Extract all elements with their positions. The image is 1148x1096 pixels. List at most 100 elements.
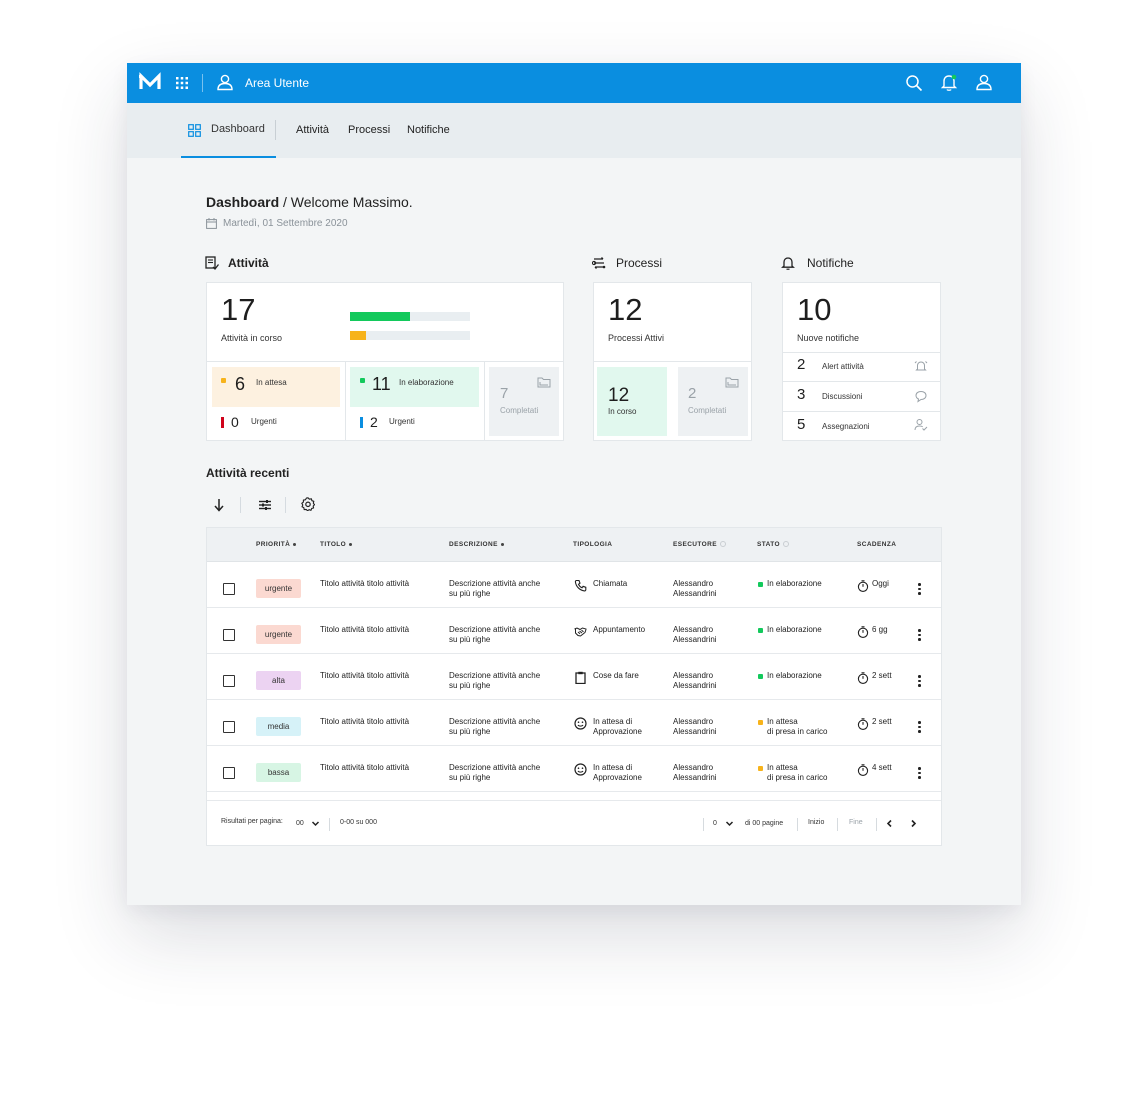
col-priorita[interactable]: PRIORITÀ xyxy=(256,541,297,548)
progress-bar-waiting xyxy=(350,331,470,340)
col-tipologia[interactable]: TIPOLOGIA xyxy=(573,541,613,548)
card-divider xyxy=(783,352,940,353)
notifiche-section-title: Notifiche xyxy=(807,256,854,270)
col-descrizione[interactable]: DESCRIZIONE xyxy=(449,541,504,548)
last-page-link[interactable]: Fine xyxy=(849,819,863,826)
settings-gear-icon[interactable] xyxy=(301,497,315,511)
priority-badge: alta xyxy=(256,671,301,690)
row-checkbox[interactable] xyxy=(223,675,235,687)
tab-attivita[interactable]: Attività xyxy=(296,124,330,136)
chevron-right-icon[interactable] xyxy=(909,819,918,828)
row-description: Descrizione attività anche su più righe xyxy=(449,763,541,782)
chevron-left-icon[interactable] xyxy=(885,819,894,828)
app-window: Area Utente Dashboard Attività Processi … xyxy=(127,63,1021,905)
row-description: Descrizione attività anche su più righe xyxy=(449,579,541,598)
timer-icon xyxy=(857,626,869,638)
processi-in-corso-box[interactable]: 12 In corso xyxy=(597,367,667,436)
sort-down-icon[interactable] xyxy=(212,498,226,512)
table-row[interactable]: bassa Titolo attività titolo attività Desc… xyxy=(207,746,941,792)
more-options-icon[interactable] xyxy=(918,675,921,688)
row-executor: Alessandro Alessandrini xyxy=(673,717,717,736)
row-divider xyxy=(783,381,940,382)
footer-divider xyxy=(837,818,838,831)
notifica-alert-row[interactable]: 2 Alert attività xyxy=(783,352,940,382)
status-dot xyxy=(758,582,763,587)
row-checkbox[interactable] xyxy=(223,767,235,779)
row-title[interactable]: Titolo attività titolo attività xyxy=(320,717,410,726)
attivita-section-title: Attività xyxy=(228,256,269,270)
search-icon[interactable] xyxy=(905,74,923,92)
notifiche-card: 10 Nuove notifiche 2 Alert attività 3 Di… xyxy=(782,282,941,441)
table-row[interactable]: media Titolo attività titolo attività Desc… xyxy=(207,700,941,746)
in-elaborazione-count: 11 xyxy=(372,374,391,394)
col-scadenza[interactable]: SCADENZA xyxy=(857,541,897,548)
row-checkbox[interactable] xyxy=(223,583,235,595)
priority-badge: media xyxy=(256,717,301,736)
table-row[interactable]: urgente Titolo attività titolo attività De… xyxy=(207,562,941,608)
tab-processi[interactable]: Processi xyxy=(348,124,391,136)
filter-sliders-icon[interactable] xyxy=(258,498,272,512)
per-page-label: Risultati per pagina: xyxy=(221,818,283,825)
toolbar-divider xyxy=(285,497,286,513)
row-executor: Alessandro Alessandrini xyxy=(673,763,717,782)
row-checkbox[interactable] xyxy=(223,629,235,641)
tab-notifiche[interactable]: Notifiche xyxy=(407,124,450,136)
progress-fill-orange xyxy=(350,331,366,340)
processi-completati-box[interactable]: 2 Completati xyxy=(678,367,748,436)
per-page-select[interactable]: 00 xyxy=(296,820,304,827)
notifica-assegnazioni-row[interactable]: 5 Assegnazioni xyxy=(783,412,940,440)
more-options-icon[interactable] xyxy=(918,583,921,596)
attivita-recenti-title: Attività recenti xyxy=(206,466,290,480)
first-page-link[interactable]: Inizio xyxy=(808,819,825,826)
row-checkbox[interactable] xyxy=(223,721,235,733)
more-options-icon[interactable] xyxy=(918,721,921,734)
notifications-bell-icon[interactable] xyxy=(940,73,958,92)
notifiche-total-label: Nuove notifiche xyxy=(797,333,860,343)
row-type: In attesa di Approvazione xyxy=(593,717,642,736)
status-dot xyxy=(360,378,365,383)
total-pages: di 00 pagine xyxy=(745,820,784,827)
attivita-total-label: Attività in corso xyxy=(221,333,283,343)
active-tab-indicator xyxy=(181,156,276,158)
col-esecutore[interactable]: ESECUTORE xyxy=(673,541,726,548)
brand-logo[interactable] xyxy=(139,71,161,93)
col-stato[interactable]: STATO xyxy=(757,541,789,548)
notifica-discussioni-row[interactable]: 3 Discussioni xyxy=(783,382,940,411)
attivita-completati-box[interactable]: 7 Completati xyxy=(489,367,559,436)
row-description: Descrizione attività anche su più righe xyxy=(449,625,541,644)
processi-completati-label: Completati xyxy=(688,406,727,415)
discussioni-count: 3 xyxy=(797,386,806,403)
processi-section-title: Processi xyxy=(616,256,663,270)
row-title[interactable]: Titolo attività titolo attività xyxy=(320,579,410,588)
profile-icon[interactable] xyxy=(975,73,993,91)
row-status: In elaborazione xyxy=(767,625,822,634)
alert-label: Alert attività xyxy=(822,362,864,371)
table-row[interactable]: urgente Titolo attività titolo attività De… xyxy=(207,608,941,654)
more-options-icon[interactable] xyxy=(918,629,921,642)
results-range: 0-00 su 000 xyxy=(340,819,377,826)
area-utente-link[interactable]: Area Utente xyxy=(245,76,310,90)
tab-dashboard[interactable]: Dashboard xyxy=(211,123,265,135)
row-description: Descrizione attività anche su più righe xyxy=(449,671,541,690)
folder-icon xyxy=(725,377,739,388)
in-elaborazione-box[interactable]: 11 In elaborazione xyxy=(350,367,479,407)
elaborazione-urgent-label: Urgenti xyxy=(389,417,415,426)
in-elaborazione-label: In elaborazione xyxy=(399,378,454,387)
processi-total: 12 xyxy=(608,292,643,327)
apps-grid-icon[interactable] xyxy=(175,76,189,90)
progress-bar-active xyxy=(350,312,470,321)
row-title[interactable]: Titolo attività titolo attività xyxy=(320,625,410,634)
page-select[interactable]: 0 xyxy=(713,820,717,827)
more-options-icon[interactable] xyxy=(918,767,921,780)
attivita-completati-label: Completati xyxy=(500,406,539,415)
footer-divider xyxy=(797,818,798,831)
chevron-down-icon[interactable] xyxy=(725,819,734,828)
table-row[interactable]: alta Titolo attività titolo attività Descr… xyxy=(207,654,941,700)
footer-divider xyxy=(703,818,704,831)
row-title[interactable]: Titolo attività titolo attività xyxy=(320,763,410,772)
row-title[interactable]: Titolo attività titolo attività xyxy=(320,671,410,680)
card-divider xyxy=(345,361,346,440)
chevron-down-icon[interactable] xyxy=(311,819,320,828)
in-attesa-box[interactable]: 6 In attesa xyxy=(212,367,340,407)
col-titolo[interactable]: TITOLO xyxy=(320,541,353,548)
